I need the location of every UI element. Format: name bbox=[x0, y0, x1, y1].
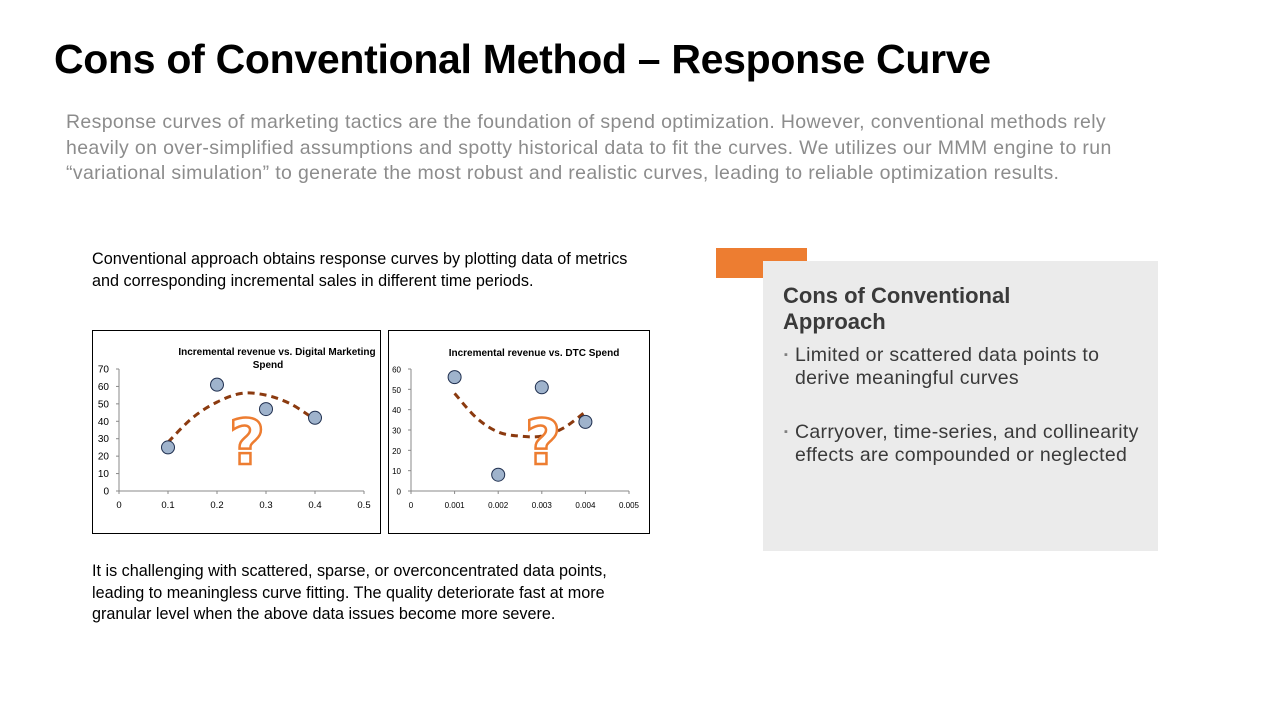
x-tick-label: 0.001 bbox=[445, 501, 466, 510]
x-tick-label: 0.4 bbox=[308, 500, 321, 511]
y-tick-label: 60 bbox=[392, 366, 401, 375]
cons-list: ▪ Limited or scattered data points to de… bbox=[783, 344, 1143, 498]
data-point bbox=[578, 414, 593, 429]
cons-item: ▪ Carryover, time-series, and collineari… bbox=[783, 421, 1143, 467]
data-point bbox=[259, 402, 273, 417]
data-point bbox=[491, 467, 506, 482]
x-tick-label: 0.2 bbox=[210, 500, 223, 511]
cons-panel bbox=[763, 261, 1158, 551]
cons-panel-title: Cons of Conventional Approach bbox=[783, 283, 1011, 334]
data-point bbox=[308, 410, 322, 425]
y-tick-label: 40 bbox=[392, 406, 401, 415]
y-tick-label: 50 bbox=[392, 386, 401, 395]
y-tick-label: 20 bbox=[392, 447, 401, 456]
challenge-text: It is challenging with scattered, sparse… bbox=[92, 562, 607, 623]
question-mark-icon: ? bbox=[525, 406, 561, 479]
x-tick-label: 0.002 bbox=[488, 501, 509, 510]
y-tick-label: 10 bbox=[392, 467, 401, 476]
trend-curve bbox=[166, 391, 316, 444]
x-tick-label: 0.5 bbox=[357, 500, 370, 511]
dtc-spend-chart-svg: Incremental revenue vs. DTC Spend 0 10 20 30… bbox=[392, 348, 640, 510]
dtc-spend-chart: Incremental revenue vs. DTC Spend 0 10 20 30… bbox=[388, 330, 650, 534]
x-tick-label: 0 bbox=[116, 500, 121, 511]
y-tick-label: 20 bbox=[98, 452, 110, 463]
data-point bbox=[534, 380, 549, 395]
cons-item-text: Limited or scattered data points to deri… bbox=[795, 344, 1100, 389]
intro-paragraph: Response curves of marketing tactics are… bbox=[66, 111, 1112, 184]
y-tick-label: 0 bbox=[103, 487, 109, 498]
cons-item: ▪ Limited or scattered data points to de… bbox=[783, 344, 1143, 390]
chart-title-line: Spend bbox=[253, 360, 284, 371]
y-tick-label: 50 bbox=[98, 399, 110, 410]
y-tick-label: 40 bbox=[98, 417, 110, 428]
trend-curve bbox=[453, 392, 587, 439]
x-tick-label: 0 bbox=[409, 501, 414, 510]
cons-item-text: Carryover, time-series, and collinearity… bbox=[795, 421, 1139, 466]
y-tick-label: 0 bbox=[397, 488, 402, 497]
x-tick-label: 0.005 bbox=[619, 501, 640, 510]
x-tick-label: 0.1 bbox=[161, 500, 174, 511]
x-tick-label: 0.004 bbox=[575, 501, 596, 510]
data-point bbox=[447, 370, 462, 385]
conventional-approach-text: Conventional approach obtains response c… bbox=[92, 250, 628, 290]
bullet-icon: ▪ bbox=[784, 426, 789, 438]
digital-marketing-chart: Incremental revenue vs. Digital Marketin… bbox=[92, 330, 381, 534]
chart-title: Incremental revenue vs. DTC Spend bbox=[449, 348, 620, 359]
y-tick-label: 30 bbox=[392, 427, 401, 436]
x-tick-label: 0.003 bbox=[532, 501, 553, 510]
y-tick-label: 60 bbox=[98, 382, 110, 393]
chart-title-line: Incremental revenue vs. Digital Marketin… bbox=[178, 347, 375, 358]
y-tick-label: 10 bbox=[98, 469, 110, 480]
data-point bbox=[161, 440, 175, 455]
bullet-icon: ▪ bbox=[784, 349, 789, 361]
x-tick-label: 0.3 bbox=[259, 500, 272, 511]
digital-marketing-chart-svg: Incremental revenue vs. Digital Marketin… bbox=[98, 347, 376, 511]
slide-title: Cons of Conventional Method – Response C… bbox=[54, 36, 991, 82]
data-point bbox=[210, 377, 224, 392]
y-tick-label: 30 bbox=[98, 434, 110, 445]
question-mark-icon: ? bbox=[229, 406, 265, 479]
y-tick-label: 70 bbox=[98, 365, 110, 376]
